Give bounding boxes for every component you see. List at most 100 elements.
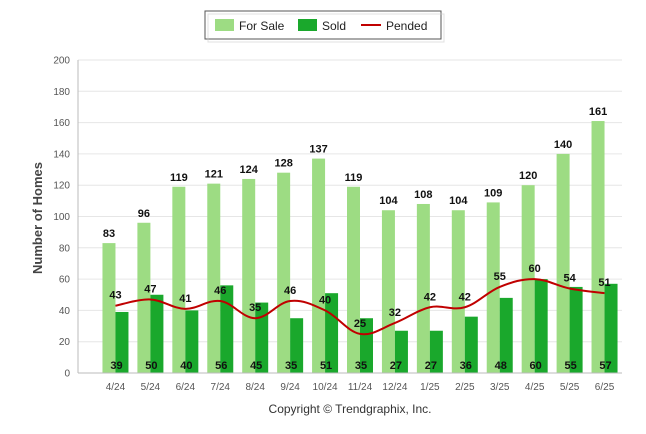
pended-value-label: 46	[284, 285, 296, 297]
pended-value-label: 32	[389, 307, 401, 319]
pended-line-layer	[115, 278, 605, 336]
y-tick-label: 80	[59, 243, 71, 254]
for-sale-value-label: 119	[170, 172, 188, 184]
legend-item-for-sale: For Sale	[215, 19, 285, 33]
legend-box	[204, 10, 442, 40]
x-tick-label: 5/25	[560, 382, 580, 393]
bar-sold	[255, 302, 269, 373]
x-tick-label: 6/24	[176, 382, 196, 393]
legend-label-sold: Sold	[322, 19, 346, 33]
for-sale-value-label: 104	[449, 195, 468, 207]
x-tick-label: 3/25	[490, 382, 510, 393]
y-tick-label: 120	[53, 181, 70, 192]
bar-sold	[185, 310, 199, 373]
y-tick-label: 20	[59, 337, 71, 348]
sold-value-label: 35	[285, 360, 297, 372]
x-tick-label: 6/25	[595, 382, 615, 393]
for-sale-value-label: 140	[554, 139, 572, 151]
bar-for-sale	[416, 203, 430, 373]
legend: For Sale Sold Pended	[204, 10, 445, 43]
x-tick-label: 11/24	[348, 382, 373, 393]
bar-for-sale	[381, 210, 395, 373]
sold-value-label: 56	[215, 360, 227, 372]
pended-value-label: 40	[319, 294, 331, 306]
x-tick-label: 9/24	[280, 382, 300, 393]
sold-value-label: 45	[250, 360, 262, 372]
bar-sold	[220, 285, 234, 373]
legend-label-pended: Pended	[386, 19, 427, 33]
sold-value-label: 57	[599, 360, 611, 372]
bar-sold	[290, 318, 304, 373]
for-sale-value-label: 109	[484, 187, 502, 199]
sold-value-label: 40	[180, 360, 192, 372]
x-tick-label: 1/25	[420, 382, 440, 393]
for-sale-value-label: 119	[345, 172, 363, 184]
x-tick-label: 8/24	[245, 382, 265, 393]
sold-value-label: 48	[495, 360, 507, 372]
y-tick-label: 60	[59, 275, 71, 286]
pended-value-label: 55	[494, 271, 506, 283]
legend-item-pended: Pended	[361, 19, 427, 33]
pended-value-label: 54	[563, 272, 576, 284]
y-tick-label: 160	[53, 118, 70, 129]
sold-value-label: 27	[390, 360, 402, 372]
y-tick-label: 180	[53, 87, 70, 98]
sold-value-label: 36	[460, 360, 472, 372]
y-tick-label: 100	[53, 212, 70, 223]
bar-for-sale	[556, 153, 570, 373]
bar-for-sale	[347, 186, 360, 373]
for-sale-value-label: 128	[274, 158, 292, 170]
x-tick-label: 4/24	[106, 382, 126, 393]
pended-value-label: 60	[529, 263, 541, 275]
legend-item-sold: Sold	[298, 19, 346, 33]
for-sale-value-label: 161	[589, 106, 607, 118]
bar-sold	[464, 316, 478, 373]
legend-swatch-sold	[298, 19, 317, 31]
pended-value-label: 43	[109, 290, 121, 302]
bar-for-sale	[207, 183, 221, 373]
sold-value-label: 35	[355, 360, 367, 372]
sold-value-label: 50	[145, 360, 157, 372]
for-sale-value-label: 108	[414, 189, 432, 201]
bar-for-sale	[137, 222, 151, 373]
y-tick-label: 140	[53, 149, 70, 160]
bar-sold	[429, 330, 443, 373]
data-labels: 83 39 96 50 119 40 121 56 124 45 128 35 137 51 119 35 10…	[103, 106, 612, 372]
bar-for-sale	[591, 121, 605, 373]
y-axis-title: Number of Homes	[30, 162, 45, 274]
bar-for-sale	[486, 202, 500, 373]
for-sale-value-label: 137	[309, 144, 327, 156]
bar-for-sale	[172, 186, 186, 373]
for-sale-value-label: 121	[205, 169, 223, 181]
x-tick-label: 7/24	[211, 382, 231, 393]
for-sale-value-label: 124	[240, 164, 259, 176]
legend-label-for-sale: For Sale	[239, 19, 285, 33]
legend-swatch-for-sale	[215, 19, 234, 31]
bar-sold	[534, 279, 548, 373]
pended-value-label: 47	[144, 283, 156, 295]
x-tick-label: 2/25	[455, 382, 475, 393]
y-tick-label: 40	[59, 306, 71, 317]
for-sale-value-label: 83	[103, 228, 115, 240]
sold-value-label: 39	[110, 360, 122, 372]
for-sale-value-label: 120	[519, 170, 537, 182]
pended-value-label: 42	[459, 291, 471, 303]
sold-value-label: 55	[564, 360, 576, 372]
sold-value-label: 51	[320, 360, 332, 372]
x-tick-label: 12/24	[382, 382, 407, 393]
axes: 0 20 40 60 80 100 120 140 160 180 200 4/24 5/24 6/24 7…	[53, 56, 622, 393]
legend-shadow	[207, 13, 445, 43]
x-tick-label: 5/24	[141, 382, 161, 393]
x-tick-label: 4/25	[525, 382, 545, 393]
bar-for-sale	[451, 210, 465, 373]
bar-for-sale	[242, 178, 256, 373]
bar-sold	[569, 286, 583, 373]
sold-value-label: 27	[425, 360, 437, 372]
bar-for-sale	[102, 243, 116, 373]
pended-value-label: 46	[214, 285, 226, 297]
pended-value-label: 25	[354, 318, 366, 330]
bar-sold	[115, 311, 129, 373]
y-tick-label: 200	[53, 56, 70, 67]
